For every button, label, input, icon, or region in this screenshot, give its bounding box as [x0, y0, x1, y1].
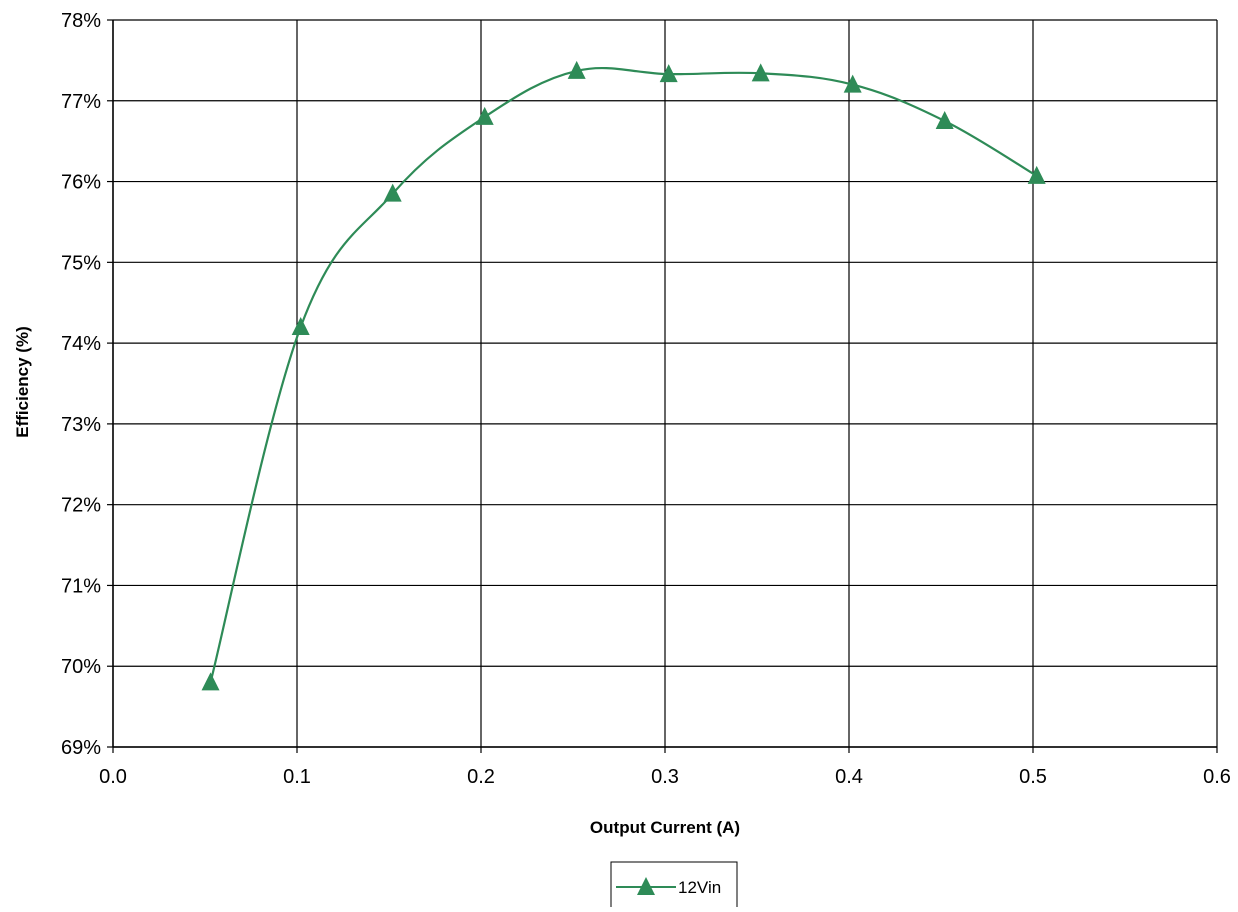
x-tick-label: 0.4 — [835, 766, 863, 788]
legend-triangle-marker — [637, 877, 655, 895]
y-tick-label: 75% — [61, 252, 101, 274]
y-tick-label: 69% — [61, 737, 101, 759]
data-point-marker — [201, 672, 220, 691]
data-point-marker — [659, 64, 678, 83]
legend-label: 12Vin — [678, 878, 721, 897]
x-tick-label: 0.1 — [283, 766, 311, 788]
y-tick-label: 77% — [61, 91, 101, 113]
x-tick-label: 0.5 — [1019, 766, 1047, 788]
y-tick-label: 76% — [61, 172, 101, 194]
y-tick-label: 70% — [61, 656, 101, 678]
legend: 12Vin — [610, 861, 738, 912]
x-axis-label: Output Current (A) — [590, 818, 740, 837]
grid — [112, 19, 1218, 748]
x-tick-label: 0.0 — [99, 766, 127, 788]
data-point-marker — [475, 106, 494, 125]
y-tick-label: 78% — [61, 10, 101, 32]
data-point-marker — [843, 74, 862, 93]
y-tick-labels: 69% 70% 71% 72% 73% 74% 75% 76% 77% 78% — [61, 10, 101, 759]
y-tick-label: 72% — [61, 495, 101, 517]
x-tick-labels: 0.0 0.1 0.2 0.3 0.4 0.5 0.6 — [99, 766, 1231, 788]
y-tick-label: 73% — [61, 414, 101, 436]
y-tick-label: 71% — [61, 575, 101, 597]
x-tick-label: 0.3 — [651, 766, 679, 788]
series — [201, 60, 1046, 691]
data-point-marker — [935, 110, 954, 129]
data-point-marker — [383, 183, 402, 202]
data-point-marker — [291, 316, 310, 335]
y-tick-label: 74% — [61, 333, 101, 355]
data-point-marker — [751, 63, 770, 82]
data-point-marker — [567, 60, 586, 79]
data-point-marker — [1027, 165, 1046, 184]
x-tick-label: 0.2 — [467, 766, 495, 788]
axes — [107, 19, 1218, 753]
y-axis-label: Efficiency (%) — [13, 326, 32, 437]
series-line-12vin — [209, 67, 1038, 683]
x-tick-label: 0.6 — [1203, 766, 1231, 788]
